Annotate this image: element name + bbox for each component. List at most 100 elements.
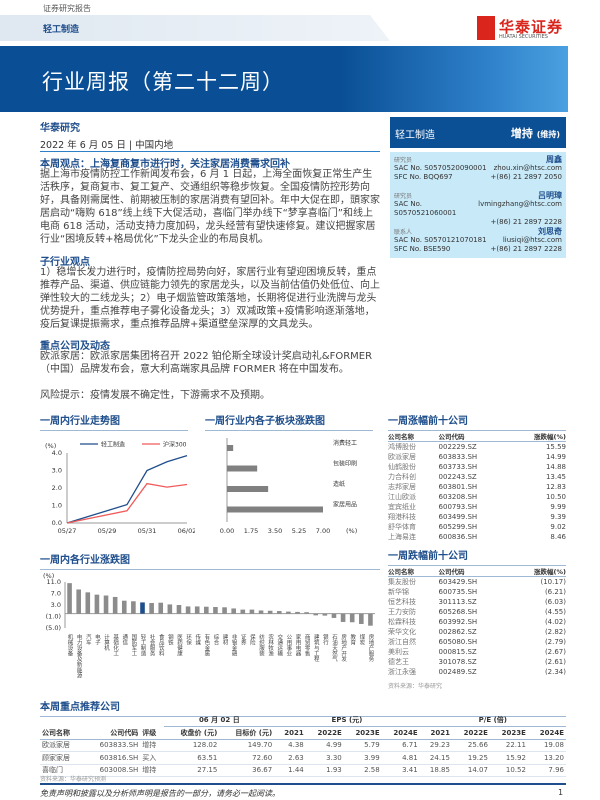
bar xyxy=(158,602,164,614)
table-cell: 恒艺科技 xyxy=(388,598,416,606)
bar xyxy=(167,604,173,614)
table-cell: 3.99 xyxy=(343,751,382,765)
table-row: 浙江自然 605080.SH (2.79) xyxy=(388,637,566,647)
bar xyxy=(340,613,346,622)
table-cell: 欧派家居 xyxy=(40,739,83,752)
trend-chart-title: 一周内行业走势图 xyxy=(40,412,188,431)
category-label: 综合 xyxy=(212,633,219,647)
table-cell: 1.44 xyxy=(274,764,306,777)
bar xyxy=(94,594,100,614)
series-line xyxy=(66,455,188,524)
table-row: 集友股份 603429.SH (10.17) xyxy=(388,577,566,588)
category-label: 公用事业 xyxy=(285,634,292,656)
table-cell: 14.99 xyxy=(545,453,566,461)
category-label: 农林牧渔 xyxy=(267,633,274,658)
table-cell: 128.02 xyxy=(164,739,220,752)
group-header: 06 月 02 日 xyxy=(164,714,275,727)
bar xyxy=(76,589,81,614)
table-cell: 002862.SZ xyxy=(438,628,477,636)
rating-note: (维持) xyxy=(536,130,560,139)
bar xyxy=(140,602,145,614)
company-heading: 重点公司及动态 xyxy=(40,341,110,352)
category-label: 包装印刷 xyxy=(333,460,357,468)
table-cell: 10.50 xyxy=(545,493,566,501)
bar xyxy=(331,613,337,618)
x-unit: (%) xyxy=(346,527,357,535)
gainers-table: 公司名称 公司代码 涨跌幅(%) 鸿博股份 002229.SZ 15.59 欧派家居 6038… xyxy=(388,431,566,542)
column-header: 2024E xyxy=(527,726,566,740)
table-row: 仙鹤股份 603733.SH 14.88 xyxy=(388,462,566,472)
table-cell: 美利云 xyxy=(388,648,409,656)
x-tick-label: 06/02 xyxy=(178,527,195,535)
table-cell: 605268.SH xyxy=(438,608,478,616)
analyst-info-row: SFC No. BSE590 +(86) 21 2897 2228 xyxy=(394,245,562,254)
bar xyxy=(227,445,234,451)
y-tick-label: 3.0 xyxy=(52,467,62,475)
view-heading: 本周观点：上海复商复市进行时，关注家居消费需求回补 xyxy=(40,159,290,170)
table-cell: 王力安防 xyxy=(388,608,416,616)
bar xyxy=(304,612,309,614)
table-cell: 36.67 xyxy=(219,764,275,777)
table-cell: 仙鹤股份 xyxy=(388,463,416,471)
column-header: 2022E xyxy=(451,726,490,740)
table-cell: 603833.SH xyxy=(82,739,141,752)
table-cell: 18.85 xyxy=(419,764,452,777)
category-label: 教育 xyxy=(349,633,356,647)
x-tick-label: 5.25 xyxy=(292,527,306,535)
category-label: 通信 xyxy=(121,633,128,647)
table-cell: 15.92 xyxy=(489,751,528,765)
table-row: 喜临门 603008.SH 增持 27.15 36.67 1.44 1.93 2.58 3.41… xyxy=(40,764,566,777)
table-cell: (6.03) xyxy=(544,598,566,606)
table-cell: 29.23 xyxy=(419,739,452,752)
table-cell: 8.46 xyxy=(550,533,566,541)
category-label: 商贸零售 xyxy=(304,633,311,658)
group-header: EPS (元) xyxy=(274,714,420,727)
table-cell: 002229.SZ xyxy=(438,443,477,451)
category-label: 交通运输 xyxy=(276,633,283,658)
bar xyxy=(149,602,154,614)
table-row: 德艺王 301078.SZ (2.61) xyxy=(388,657,566,667)
table-row: 翔港科技 603499.SH 9.39 xyxy=(388,512,566,522)
column-header: 目标价 (元) xyxy=(219,726,275,740)
column-header: 涨跌幅(%) xyxy=(508,566,566,577)
recommend-table: 06 月 02 日 EPS (元) P/E (倍) 公司名称 公司代码 评级 收盘价 (元)… xyxy=(40,714,566,777)
analyst-contact: +(86) 21 2897 2228 xyxy=(490,245,562,253)
bar xyxy=(185,606,191,614)
analyst-contact: zhou.xin@htsc.com xyxy=(493,164,562,172)
analyst-card: 研究员 吕明璋 SAC No. S0570521060001 lvmingzhang@… xyxy=(390,188,566,227)
table-cell: 江山欧派 xyxy=(388,493,416,501)
y-tick-label: 2.0 xyxy=(52,484,62,492)
table-cell: 松霖科技 xyxy=(388,618,416,626)
y-unit: (%) xyxy=(45,442,56,450)
category-label: 社会服务 xyxy=(149,633,156,658)
column-header: 2024E xyxy=(381,726,420,740)
category-label: 食品饮料 xyxy=(158,633,165,658)
analyst-role: 研究员 xyxy=(394,157,413,164)
analyst-info-row: SFC No. BQQ697 +(86) 21 2897 2050 xyxy=(394,173,562,182)
bar xyxy=(368,613,373,626)
analyst-id: SFC No. BSE590 xyxy=(394,245,451,253)
category-label: 纺织服装 xyxy=(258,633,265,658)
table-cell: 13.45 xyxy=(545,473,566,481)
column-header: 公司代码 xyxy=(82,726,141,740)
company-body: 欧派家居：欧派家居集团将召开 2022 铂伦斯全球设计奖启动礼&FORMER（中… xyxy=(40,351,373,375)
huatai-logo: 华泰证券 HUATAI SECURITIES xyxy=(477,16,572,42)
logo-subtext: HUATAI SECURITIES xyxy=(499,34,548,40)
category-label: 房地产服务 xyxy=(367,633,374,663)
table-cell: 志邦家居 xyxy=(388,483,416,491)
sector-band: 轻工制造 xyxy=(0,15,390,41)
y-tick-label: 0.0 xyxy=(52,519,62,527)
table-cell: 19.08 xyxy=(527,739,566,752)
bar xyxy=(359,613,364,624)
category-label: 石油天然气 xyxy=(331,634,338,662)
table-cell: 增持 xyxy=(140,764,165,777)
table-row: 美利云 000815.SZ (2.67) xyxy=(388,647,566,657)
column-header: 公司名称 xyxy=(388,566,439,577)
x-tick-label: 05/31 xyxy=(138,527,157,535)
table-cell: 舒华体育 xyxy=(388,523,416,531)
table-cell: 19.25 xyxy=(451,751,490,765)
analyst-info-row: +(86) 21 2897 2228 xyxy=(394,218,562,227)
x-tick-label: 05/27 xyxy=(58,527,77,535)
recommend-source: 资料来源：华泰研究预测 xyxy=(40,776,107,783)
table-cell: 13.20 xyxy=(527,751,566,765)
